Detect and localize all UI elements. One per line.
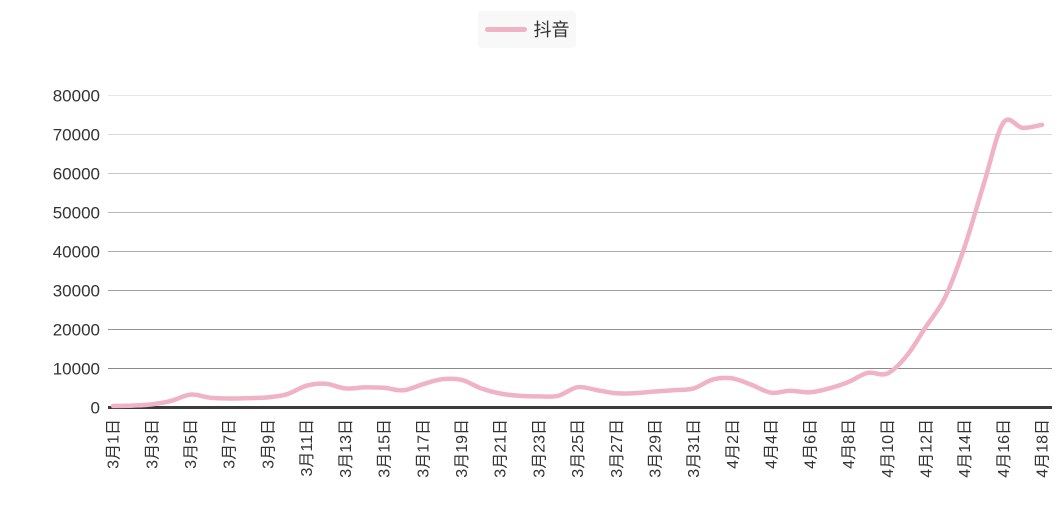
x-axis-label: 4月14日 xyxy=(957,419,974,478)
y-axis-label: 50000 xyxy=(53,203,100,222)
x-axis-label: 3月5日 xyxy=(183,419,200,469)
x-axis-label: 4月16日 xyxy=(996,419,1013,478)
x-axis-label: 4月18日 xyxy=(1035,419,1052,478)
y-axis-label: 30000 xyxy=(53,281,100,300)
x-axis-label: 3月11日 xyxy=(299,419,316,477)
series-line-douyin[interactable] xyxy=(110,117,1045,409)
x-axis-label: 3月25日 xyxy=(570,419,587,478)
x-axis-label: 4月12日 xyxy=(918,419,935,478)
y-axis-label: 20000 xyxy=(53,320,100,339)
legend-line-marker xyxy=(484,27,527,32)
y-axis-label: 0 xyxy=(91,398,100,417)
y-axis-label: 40000 xyxy=(53,242,100,261)
x-axis-label: 3月23日 xyxy=(531,419,548,478)
x-axis-label: 3月1日 xyxy=(106,419,123,469)
x-axis-label: 3月19日 xyxy=(454,419,471,478)
x-axis-label: 3月13日 xyxy=(338,419,355,478)
x-axis-label: 3月9日 xyxy=(260,419,277,469)
y-axis-label: 80000 xyxy=(53,86,100,105)
x-axis-label: 3月7日 xyxy=(222,419,239,469)
x-axis-label: 4月8日 xyxy=(841,419,858,469)
y-axis-label: 60000 xyxy=(53,164,100,183)
x-axis-label: 3月17日 xyxy=(415,419,432,478)
legend-douyin[interactable]: 抖音 xyxy=(478,11,576,48)
x-axis-label: 3月3日 xyxy=(144,419,161,469)
x-axis-label: 4月6日 xyxy=(802,419,819,469)
x-axis-label: 3月27日 xyxy=(609,419,626,478)
x-axis-label: 3月21日 xyxy=(493,419,510,478)
y-axis-label: 10000 xyxy=(53,359,100,378)
x-axis-label: 4月2日 xyxy=(725,419,742,469)
x-axis-label: 4月10日 xyxy=(880,419,897,478)
x-axis-label: 4月4日 xyxy=(764,419,781,469)
y-axis-label: 70000 xyxy=(53,125,100,144)
legend-label: 抖音 xyxy=(533,19,570,40)
x-axis-label: 3月31日 xyxy=(686,419,703,478)
x-axis-label: 3月15日 xyxy=(377,419,394,478)
x-axis-label: 3月29日 xyxy=(648,419,665,478)
